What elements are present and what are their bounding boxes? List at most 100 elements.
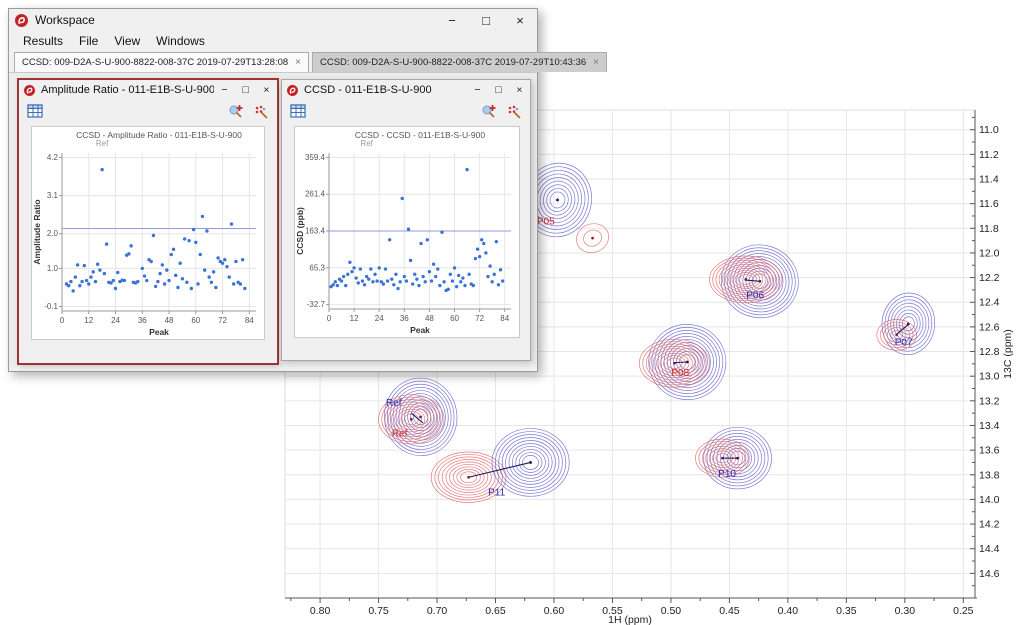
menu-item-file[interactable]: File (79, 33, 99, 48)
ref-annotation: Ref (96, 139, 109, 148)
peak-pick-icon[interactable] (481, 103, 497, 124)
svg-text:359.4: 359.4 (305, 153, 326, 162)
y-axis-label: CCSD (ppb) (295, 207, 305, 255)
tab-close-icon[interactable]: × (593, 57, 599, 68)
peak-fit-icon[interactable] (506, 103, 522, 124)
peak-connector (896, 324, 909, 335)
table-icon[interactable] (27, 103, 43, 124)
svg-text:0: 0 (327, 314, 332, 323)
mdi-client-area: Amplitude Ratio - 011-E1B-S-U-900 − □ × (9, 72, 537, 367)
peak-label: P05 (537, 217, 555, 228)
svg-text:72: 72 (475, 314, 484, 323)
svg-text:84: 84 (245, 316, 254, 325)
close-button[interactable]: × (516, 84, 523, 96)
peak-label: Ref (386, 398, 402, 409)
svg-text:13.6: 13.6 (979, 445, 1000, 457)
svg-text:36: 36 (138, 316, 147, 325)
peak-label: P08 (671, 368, 689, 379)
close-button[interactable]: × (263, 84, 270, 96)
svg-text:12.6: 12.6 (979, 321, 1000, 333)
peak-label: Ref (392, 429, 408, 440)
amplitude-ratio-titlebar[interactable]: Amplitude Ratio - 011-E1B-S-U-900 − □ × (19, 80, 277, 100)
maximize-button[interactable]: □ (495, 84, 502, 96)
ccsd-window: CCSD - 011-E1B-S-U-900 − □ × (281, 79, 531, 361)
svg-text:11.6: 11.6 (979, 198, 999, 210)
tab-close-icon[interactable]: × (295, 57, 301, 68)
svg-text:12.4: 12.4 (979, 297, 1000, 309)
svg-text:11.4: 11.4 (979, 174, 999, 186)
ref-annotation: Ref (360, 139, 373, 148)
svg-text:36: 36 (400, 314, 409, 323)
svg-text:12: 12 (350, 314, 359, 323)
svg-text:0.65: 0.65 (485, 605, 506, 617)
svg-text:84: 84 (500, 314, 509, 323)
svg-text:4.2: 4.2 (47, 153, 59, 162)
amplitude-ratio-chart[interactable]: CCSD - Amplitude Ratio - 011-E1B-S-U-900… (31, 126, 265, 340)
peak-pick-icon[interactable] (228, 103, 244, 124)
maximize-button[interactable]: □ (482, 12, 490, 28)
menu-item-windows[interactable]: Windows (156, 33, 205, 48)
peak-label: P10 (718, 469, 736, 480)
svg-text:0: 0 (60, 316, 65, 325)
svg-text:0.50: 0.50 (661, 605, 682, 617)
workspace-titlebar[interactable]: Workspace − □ × (9, 9, 537, 31)
scatter-points (329, 167, 505, 293)
svg-text:60: 60 (450, 314, 459, 323)
svg-text:24: 24 (111, 316, 120, 325)
menu-item-view[interactable]: View (114, 33, 141, 48)
document-tab-2[interactable]: CCSD: 009-D2A-S-U-900-8822-008-37C 2019-… (312, 52, 607, 72)
svg-text:13.8: 13.8 (979, 469, 1000, 481)
maximize-button[interactable]: □ (242, 84, 249, 96)
peaks: P05 P06 P07 P08 Ref Ref P11 P10 (378, 162, 936, 503)
svg-text:12.0: 12.0 (979, 247, 1000, 259)
table-icon[interactable] (290, 103, 306, 124)
svg-text:0.80: 0.80 (310, 605, 331, 617)
svg-text:11.0: 11.0 (979, 124, 999, 136)
peak-label: P07 (895, 337, 913, 348)
svg-text:261.4: 261.4 (305, 190, 326, 199)
svg-text:14.2: 14.2 (979, 519, 1000, 531)
svg-text:0.25: 0.25 (953, 605, 974, 617)
minimize-button[interactable]: − (474, 84, 481, 96)
y-axis-label: Amplitude Ratio (32, 199, 42, 264)
close-button[interactable]: × (516, 12, 524, 28)
workspace-window: Workspace − □ × Results File View Windows C… (8, 8, 607, 372)
chart-title: CCSD - Amplitude Ratio - 011-E1B-S-U-900 (76, 130, 242, 140)
svg-text:14.0: 14.0 (979, 494, 1000, 506)
svg-text:13.0: 13.0 (979, 371, 1000, 383)
peak-fit-icon[interactable] (253, 103, 269, 124)
minimize-button[interactable]: − (221, 84, 228, 96)
svg-text:12: 12 (84, 316, 93, 325)
svg-text:48: 48 (425, 314, 434, 323)
ccsd-toolbar (282, 100, 530, 126)
svg-text:163.4: 163.4 (305, 226, 326, 235)
peak-p07: P07 (876, 292, 936, 355)
peak-connector (410, 412, 424, 424)
svg-text:12.2: 12.2 (979, 272, 1000, 284)
window-title: Workspace (35, 13, 95, 27)
menu-item-results[interactable]: Results (23, 33, 64, 48)
svg-text:0.40: 0.40 (778, 605, 799, 617)
svg-text:14.6: 14.6 (979, 568, 1000, 580)
peak-label: P06 (746, 291, 764, 302)
peak-ref: Ref Ref (378, 377, 458, 456)
svg-text:0.70: 0.70 (427, 605, 448, 617)
svg-text:0.60: 0.60 (544, 605, 565, 617)
svg-text:-0.1: -0.1 (44, 302, 58, 311)
svg-text:13.4: 13.4 (979, 420, 1000, 432)
amplitude-ratio-toolbar (19, 100, 277, 126)
document-tab-1[interactable]: CCSD: 009-D2A-S-U-900-8822-008-37C 2019-… (14, 52, 309, 72)
app-logo-icon (15, 13, 28, 27)
peak-p05: P05 (523, 162, 610, 253)
svg-text:0.75: 0.75 (368, 605, 389, 617)
svg-text:60: 60 (191, 316, 200, 325)
svg-text:0.45: 0.45 (719, 605, 740, 617)
ccsd-titlebar[interactable]: CCSD - 011-E1B-S-U-900 − □ × (282, 80, 530, 100)
minimize-button[interactable]: − (448, 12, 456, 28)
y-axis-label: 13C (ppm) (1002, 329, 1014, 379)
app-logo-icon (287, 84, 298, 96)
tab-label: CCSD: 009-D2A-S-U-900-8822-008-37C 2019-… (320, 57, 587, 68)
tab-bar: CCSD: 009-D2A-S-U-900-8822-008-37C 2019-… (9, 50, 607, 72)
scatter-points (64, 167, 247, 293)
